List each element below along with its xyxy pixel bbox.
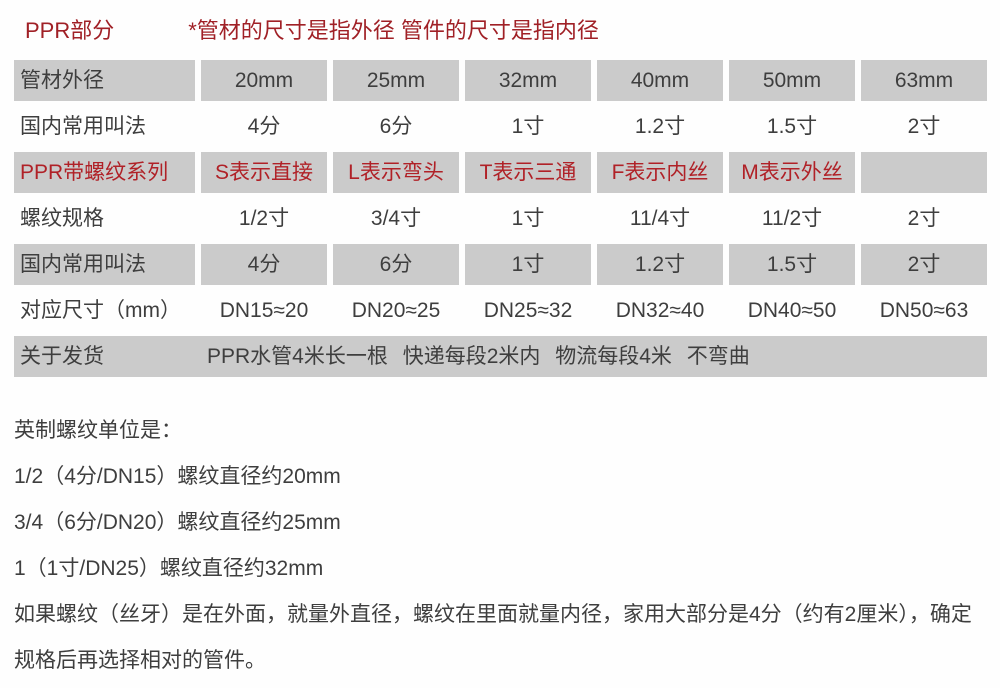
table-cell: 63mm: [861, 60, 987, 101]
table-cell: F表示内丝: [597, 152, 723, 193]
table-cell: DN40≈50: [747, 299, 837, 322]
spec-table: 管材外径 20mm 25mm 32mm 40mm 50mm 63mm 国内常用叫…: [8, 55, 993, 382]
table-cell: 50mm: [729, 60, 855, 101]
table-row-domestic-name-2: 国内常用叫法 4分 6分 1寸 1.2寸 1.5寸 2寸: [14, 244, 987, 285]
title-note: *管材的尺寸是指外径 管件的尺寸是指内径: [188, 18, 599, 43]
note-line: 1（1寸/DN25）螺纹直径约32mm: [14, 557, 324, 580]
table-cell: 1寸: [511, 115, 545, 138]
table-cell: 1寸: [511, 207, 545, 230]
table-cell: 1.5寸: [729, 244, 855, 285]
notes-heading: 英制螺纹单位是：: [14, 419, 182, 442]
table-row-domestic-name: 国内常用叫法 4分 6分 1寸 1.2寸 1.5寸 2寸: [14, 106, 987, 147]
table-cell: 4分: [201, 244, 327, 285]
row-label: 关于发货: [20, 345, 104, 368]
row-label: 管材外径: [14, 60, 195, 101]
row-label: 国内常用叫法: [20, 115, 146, 138]
table-cell: 1/2寸: [238, 207, 290, 230]
shipping-cell: 关于发货 PPR水管4米长一根 快递每段2米内 物流每段4米 不弯曲: [14, 336, 987, 377]
section-title: PPR部分: [25, 18, 115, 43]
table-cell: 6分: [379, 115, 413, 138]
table-cell: DN32≈40: [615, 299, 705, 322]
table-row-thread-series: PPR带螺纹系列 S表示直接 L表示弯头 T表示三通 F表示内丝 M表示外丝: [14, 152, 987, 193]
table-cell: L表示弯头: [333, 152, 459, 193]
table-cell: 1寸: [465, 244, 591, 285]
notes-paragraph: 如果螺纹（丝牙）是在外面，就量外直径，螺纹在里面就量内径，家用大部分是4分（约有…: [14, 603, 972, 672]
table-cell: 20mm: [201, 60, 327, 101]
shipping-note: PPR水管4米长一根 快递每段2米内 物流每段4米 不弯曲: [207, 345, 750, 368]
title-row: PPR部分 *管材的尺寸是指外径 管件的尺寸是指内径: [0, 0, 1000, 55]
notes-block: 英制螺纹单位是： 1/2（4分/DN15）螺纹直径约20mm 3/4（6分/DN…: [14, 408, 982, 684]
row-label: PPR带螺纹系列: [14, 152, 195, 193]
table-row-thread-spec: 螺纹规格 1/2寸 3/4寸 1寸 11/4寸 11/2寸 2寸: [14, 198, 987, 239]
table-cell: 11/4寸: [629, 207, 691, 230]
note-line: 1/2（4分/DN15）螺纹直径约20mm: [14, 465, 341, 488]
table-cell: 1.2寸: [597, 244, 723, 285]
table-cell: DN15≈20: [219, 299, 309, 322]
table-cell: 32mm: [465, 60, 591, 101]
table-cell: 6分: [333, 244, 459, 285]
table-cell: DN50≈63: [879, 299, 969, 322]
table-cell: 1.2寸: [634, 115, 686, 138]
table-row-dn-size: 对应尺寸（mm） DN15≈20 DN20≈25 DN25≈32 DN32≈40…: [14, 290, 987, 331]
table-row-shipping: 关于发货 PPR水管4米长一根 快递每段2米内 物流每段4米 不弯曲: [14, 336, 987, 377]
table-cell: 2寸: [907, 115, 941, 138]
row-label: 国内常用叫法: [14, 244, 195, 285]
table-cell: 2寸: [861, 244, 987, 285]
row-label: 螺纹规格: [20, 207, 104, 230]
table-cell: T表示三通: [465, 152, 591, 193]
table-row-pipe-od: 管材外径 20mm 25mm 32mm 40mm 50mm 63mm: [14, 60, 987, 101]
table-cell-empty: [861, 152, 987, 193]
table-cell: 25mm: [333, 60, 459, 101]
table-cell: 4分: [247, 115, 281, 138]
table-cell: DN25≈32: [483, 299, 573, 322]
row-label: 对应尺寸（mm）: [20, 299, 181, 322]
table-cell: 1.5寸: [766, 115, 818, 138]
table-cell: 11/2寸: [761, 207, 823, 230]
table-cell: 2寸: [907, 207, 941, 230]
note-line: 3/4（6分/DN20）螺纹直径约25mm: [14, 511, 341, 534]
table-cell: S表示直接: [201, 152, 327, 193]
table-cell: M表示外丝: [729, 152, 855, 193]
table-cell: DN20≈25: [351, 299, 441, 322]
table-cell: 40mm: [597, 60, 723, 101]
table-cell: 3/4寸: [370, 207, 422, 230]
